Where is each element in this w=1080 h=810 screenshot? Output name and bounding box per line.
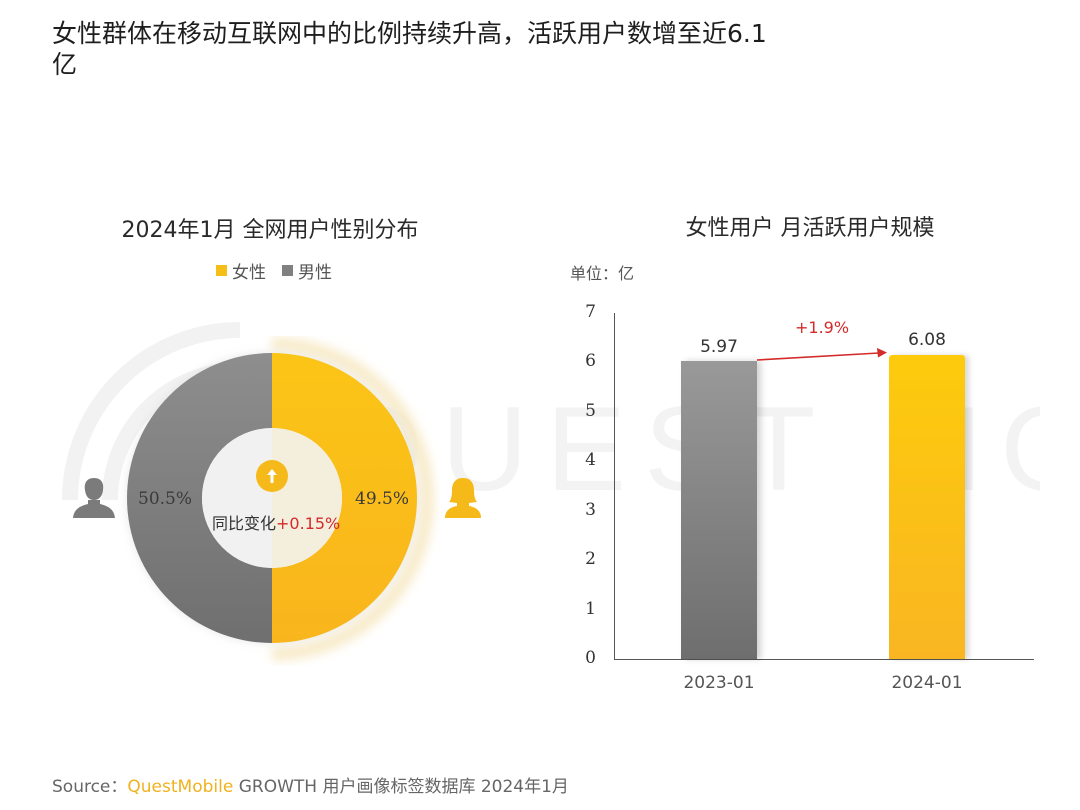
legend-swatch-male bbox=[282, 265, 293, 276]
yoy-change-value: +0.15% bbox=[276, 514, 341, 533]
legend-item-female: 女性 bbox=[216, 258, 266, 283]
bar-2023-01 bbox=[681, 361, 757, 659]
growth-arrow-icon bbox=[756, 348, 887, 361]
unit-label: 单位：亿 bbox=[570, 264, 635, 283]
arrow-up-icon bbox=[256, 460, 288, 492]
source-footer: Source：QuestMobile GROWTH 用户画像标签数据库 2024… bbox=[52, 772, 569, 797]
page-title-line-2: 亿 bbox=[52, 50, 78, 79]
y-tick-4: 4 bbox=[585, 450, 596, 470]
gender-legend: 女性 男性 bbox=[216, 258, 332, 283]
x-tick-2024-01: 2024-01 bbox=[891, 673, 963, 693]
x-tick-2023-01: 2023-01 bbox=[683, 673, 755, 693]
mau-chart-title: 女性用户 月活跃用户规模 bbox=[685, 216, 935, 241]
page-title: 女性群体在移动互联网中的比例持续升高，活跃用户数增至近6.1 亿 bbox=[52, 18, 832, 80]
growth-rate-label: +1.9% bbox=[795, 318, 850, 337]
yoy-change-text: 同比变化 bbox=[212, 514, 277, 533]
yoy-change-label: 同比变化+0.15% bbox=[212, 510, 340, 534]
y-tick-1: 1 bbox=[585, 599, 596, 619]
source-brand: QuestMobile bbox=[127, 777, 234, 797]
donut-segment-female bbox=[272, 353, 417, 643]
male-percentage-label: 50.5% bbox=[138, 489, 193, 509]
source-prefix: Source： bbox=[52, 777, 128, 797]
female-user-icon bbox=[445, 478, 481, 518]
y-tick-2: 2 bbox=[585, 549, 596, 569]
y-tick-5: 5 bbox=[585, 401, 596, 421]
y-tick-6: 6 bbox=[585, 351, 596, 371]
legend-label-male: 男性 bbox=[298, 263, 332, 283]
male-user-icon bbox=[73, 478, 115, 518]
legend-swatch-female bbox=[216, 265, 227, 276]
bar-2024-01 bbox=[889, 355, 965, 659]
gender-chart-title: 2024年1月 全网用户性别分布 bbox=[121, 218, 419, 243]
y-tick-7: 7 bbox=[585, 302, 596, 322]
y-axis-line bbox=[614, 313, 615, 659]
bar-value-2024-01: 6.08 bbox=[908, 330, 946, 350]
female-percentage-label: 49.5% bbox=[355, 489, 410, 509]
page-title-line-1: 女性群体在移动互联网中的比例持续升高，活跃用户数增至近6.1 bbox=[52, 19, 767, 48]
donut-segment-male bbox=[127, 353, 272, 643]
x-axis-line bbox=[614, 659, 1034, 660]
legend-item-male: 男性 bbox=[282, 258, 332, 283]
bar-value-2023-01: 5.97 bbox=[700, 337, 738, 357]
y-tick-3: 3 bbox=[585, 500, 596, 520]
source-detail: GROWTH 用户画像标签数据库 2024年1月 bbox=[238, 777, 569, 797]
y-tick-0: 0 bbox=[585, 648, 596, 668]
legend-label-female: 女性 bbox=[232, 263, 266, 283]
gender-donut-chart bbox=[127, 337, 434, 661]
